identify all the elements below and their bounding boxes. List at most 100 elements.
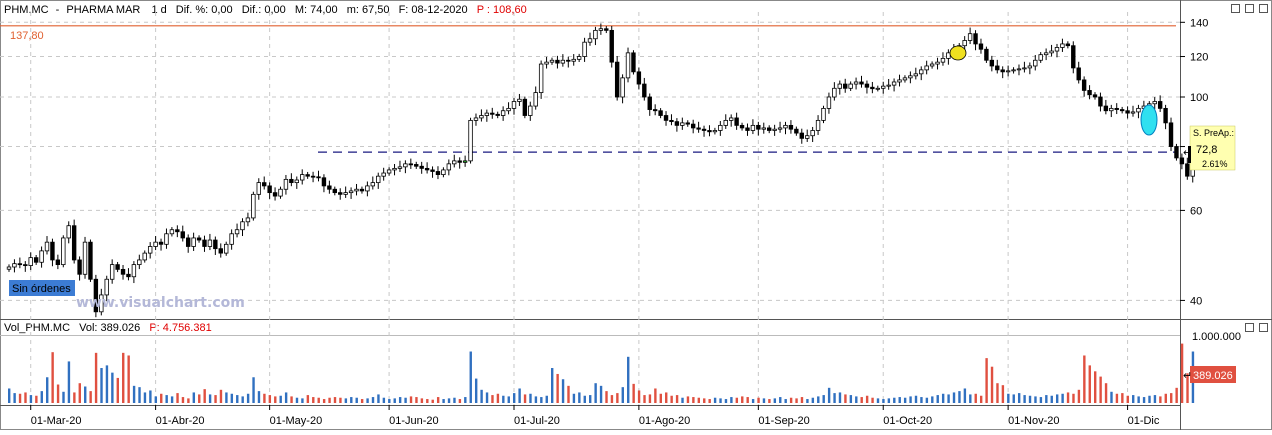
volume-bar	[24, 392, 27, 403]
volume-close-button[interactable]	[1259, 323, 1268, 332]
volume-bar	[236, 395, 239, 403]
candle-body	[251, 193, 256, 219]
volume-bar	[572, 393, 576, 403]
volume-bar	[925, 397, 929, 403]
volume-bar	[100, 368, 103, 403]
close-button[interactable]	[1259, 4, 1268, 13]
candle-body	[1054, 47, 1060, 52]
volume-bar	[328, 397, 331, 403]
candle-body	[1152, 101, 1157, 105]
volume-bar	[40, 391, 43, 403]
volume-bar	[62, 391, 65, 403]
candle-body	[919, 69, 924, 75]
orders-box[interactable]	[9, 280, 75, 296]
header-price: P : 108,60	[477, 4, 527, 16]
candle-body	[17, 263, 23, 266]
volume-bar	[958, 391, 961, 403]
candle-body	[506, 107, 511, 112]
candle-body	[1179, 157, 1185, 165]
candle-body	[435, 171, 441, 176]
candle-body	[620, 77, 625, 98]
volume-bar	[1034, 396, 1037, 403]
preap-box	[1189, 125, 1236, 171]
candle-body	[517, 98, 522, 102]
header-name: PHARMA MAR	[66, 4, 140, 16]
volume-bar	[860, 397, 863, 403]
volume-bar	[909, 396, 912, 403]
maximize-button[interactable]	[1245, 4, 1254, 13]
x-tick-label: 01-Ago-20	[639, 415, 690, 427]
candle-body	[832, 87, 837, 98]
volume-bar	[1077, 389, 1081, 403]
volume-bar	[996, 383, 999, 403]
candle-body	[544, 61, 549, 65]
volume-bar	[1001, 385, 1005, 403]
candle-body	[278, 188, 283, 197]
candle-body	[424, 167, 430, 171]
candle-body	[864, 83, 870, 88]
y-tick-label: 60	[1190, 205, 1202, 217]
volume-bar	[556, 373, 559, 403]
volume-bar	[512, 393, 516, 403]
volume-bar	[1023, 395, 1026, 403]
volume-bar	[1180, 343, 1184, 403]
candle-body	[272, 192, 278, 197]
volume-bar	[806, 399, 809, 403]
volume-bar	[670, 395, 673, 403]
volume-bar	[849, 395, 853, 403]
candle-body	[343, 192, 348, 195]
candle-body	[647, 96, 652, 110]
volume-bar	[898, 397, 901, 403]
volume-bar	[458, 399, 462, 403]
volume-value: Vol: 389.026	[79, 322, 140, 334]
volume-bar	[784, 399, 787, 403]
candle-body	[196, 237, 202, 241]
volume-bar	[344, 398, 348, 403]
volume-bar	[1153, 395, 1157, 403]
candle-body	[169, 229, 175, 235]
candle-body	[376, 175, 381, 184]
candle-body	[256, 182, 261, 195]
volume-bar	[355, 397, 358, 403]
volume-maximize-button[interactable]	[1245, 323, 1254, 332]
volume-bar	[208, 394, 212, 403]
volume-bar	[567, 385, 570, 403]
candle-body	[120, 268, 126, 275]
volume-bar	[160, 393, 163, 403]
candle-body	[50, 241, 55, 261]
volume-bar	[545, 395, 548, 403]
volume-bar	[268, 395, 272, 403]
volume-price: P: 4.756.381	[149, 322, 211, 334]
volume-series	[8, 343, 1195, 403]
volume-bar	[708, 399, 711, 403]
x-tick-label: 01-Mar-20	[31, 415, 82, 427]
candle-body	[66, 225, 71, 239]
candle-body	[338, 192, 343, 195]
candle-body	[1011, 69, 1016, 72]
candle-body	[1076, 67, 1081, 81]
candle-body	[441, 169, 446, 176]
preap-marker	[1188, 146, 1191, 163]
header-dif: Dif.: 0,00	[242, 4, 286, 16]
minimize-button[interactable]	[1231, 4, 1240, 13]
candle-body	[989, 59, 995, 67]
candle-body	[658, 110, 663, 116]
candle-body	[663, 115, 669, 121]
candle-body	[158, 241, 164, 245]
x-tick-label: 01-Jun-20	[389, 415, 439, 427]
candle-body	[799, 132, 804, 139]
candle-body	[473, 117, 479, 121]
candle-body	[674, 121, 680, 126]
volume-bar	[1142, 397, 1146, 403]
volume-bar	[496, 393, 500, 403]
volume-header: Vol_PHM.MC Vol: 389.026 P: 4.756.381	[4, 322, 212, 334]
volume-bar	[431, 399, 434, 403]
volume-bar	[480, 389, 483, 403]
volume-bar	[241, 396, 244, 403]
watermark: www.visualchart.com	[76, 295, 245, 311]
candle-body	[44, 241, 50, 252]
volume-bar	[887, 398, 891, 403]
volume-bar	[811, 397, 815, 403]
candle-body	[783, 124, 788, 129]
